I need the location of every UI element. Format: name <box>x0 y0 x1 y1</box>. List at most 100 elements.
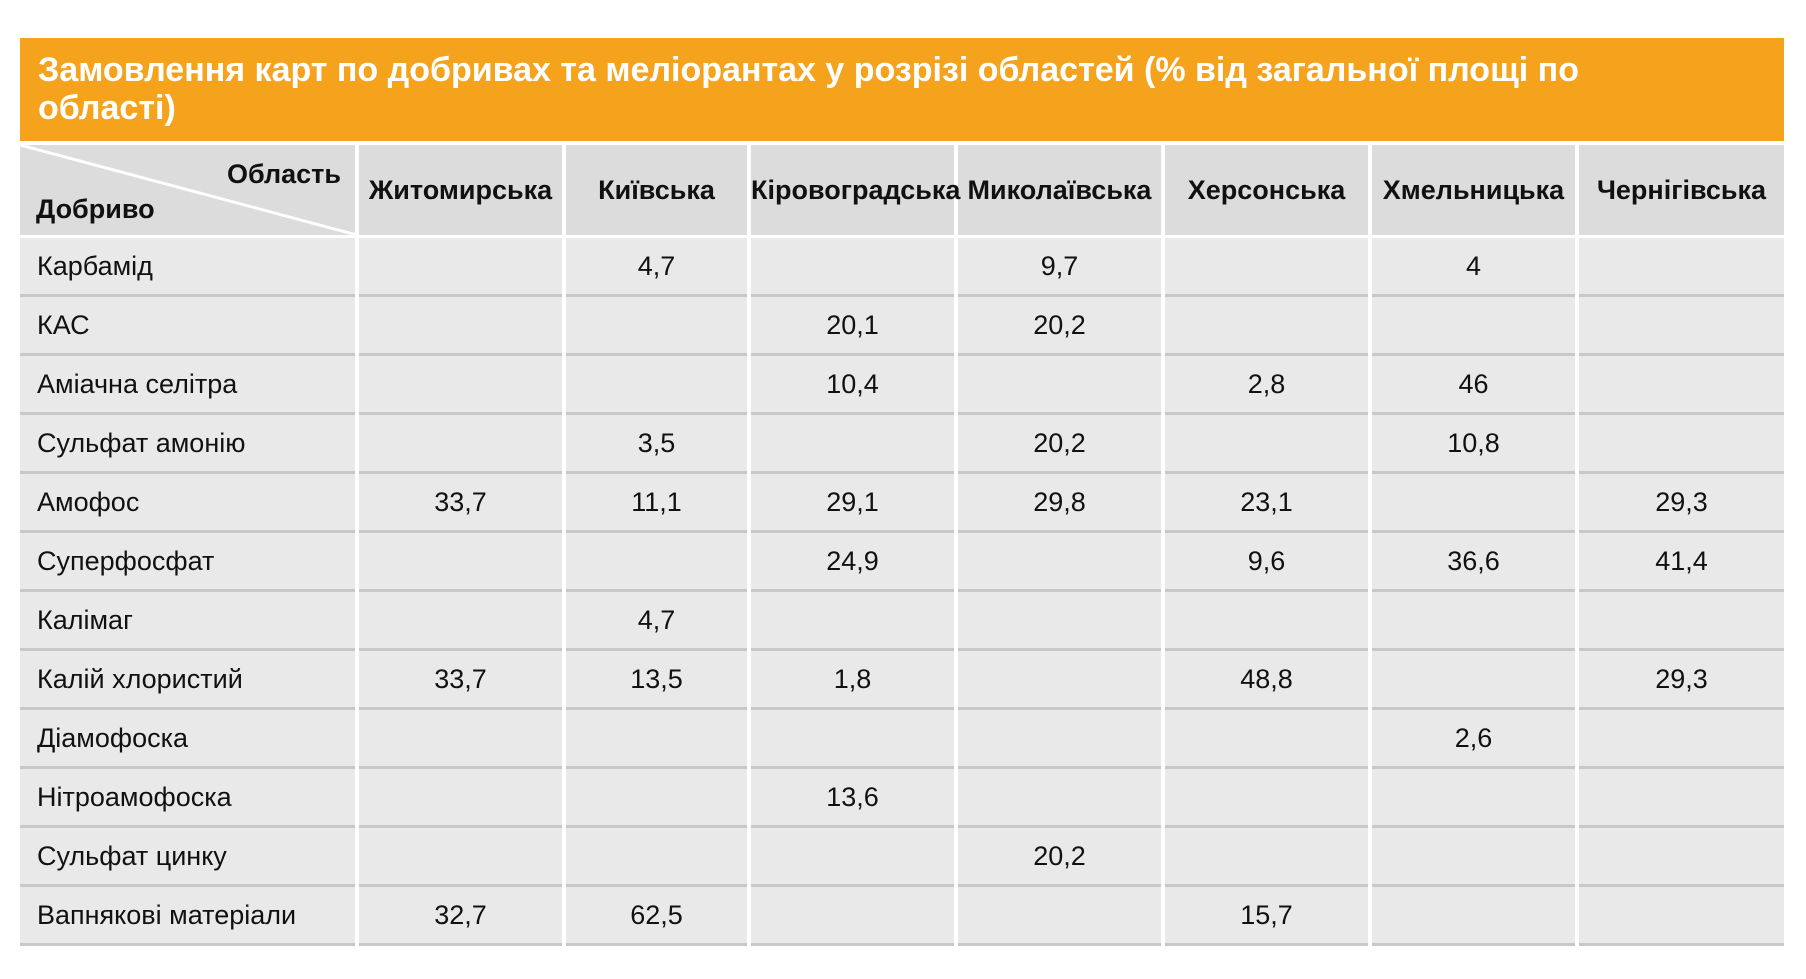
empty-cell <box>562 295 749 356</box>
empty-cell <box>747 885 956 946</box>
table-row: Калій хлористий 33,7 13,5 1,8 48,8 29,3 <box>20 649 1784 710</box>
table-panel: Замовлення карт по добривах та меліорант… <box>20 38 1784 946</box>
value-cell: 4,7 <box>562 236 749 297</box>
table-row: Вапнякові матеріали 32,7 62,5 15,7 <box>20 885 1784 946</box>
value-cell: 20,1 <box>747 295 956 356</box>
table-row: Карбамід 4,7 9,7 4 <box>20 236 1784 297</box>
empty-cell <box>1161 413 1370 474</box>
empty-cell <box>355 767 564 828</box>
empty-cell <box>1575 295 1784 356</box>
value-cell: 29,3 <box>1575 472 1784 533</box>
empty-cell <box>1575 767 1784 828</box>
value-cell: 36,6 <box>1368 531 1577 592</box>
table-row: Суперфосфат 24,9 9,6 36,6 41,4 <box>20 531 1784 592</box>
empty-cell <box>1575 354 1784 415</box>
empty-cell <box>954 531 1163 592</box>
empty-cell <box>355 708 564 769</box>
empty-cell <box>355 354 564 415</box>
empty-cell <box>954 354 1163 415</box>
empty-cell <box>1575 413 1784 474</box>
value-cell: 13,6 <box>747 767 956 828</box>
value-cell: 1,8 <box>747 649 956 710</box>
table-row: Амофос 33,7 11,1 29,1 29,8 23,1 29,3 <box>20 472 1784 533</box>
table-row: Сульфат амонію 3,5 20,2 10,8 <box>20 413 1784 474</box>
value-cell: 20,2 <box>954 295 1163 356</box>
value-cell: 9,6 <box>1161 531 1370 592</box>
empty-cell <box>1161 767 1370 828</box>
empty-cell <box>954 649 1163 710</box>
empty-cell <box>355 413 564 474</box>
empty-cell <box>954 590 1163 651</box>
value-cell: 33,7 <box>355 649 564 710</box>
value-cell: 2,8 <box>1161 354 1370 415</box>
column-header: Київська <box>562 145 749 238</box>
row-label: Аміачна селітра <box>20 354 357 415</box>
value-cell: 32,7 <box>355 885 564 946</box>
empty-cell <box>1368 649 1577 710</box>
empty-cell <box>954 708 1163 769</box>
empty-cell <box>1161 708 1370 769</box>
value-cell: 20,2 <box>954 826 1163 887</box>
corner-cell: Область Добриво <box>20 145 357 238</box>
empty-cell <box>747 708 956 769</box>
column-header: Херсонська <box>1161 145 1370 238</box>
value-cell: 20,2 <box>954 413 1163 474</box>
table: Область Добриво Житомирська Київська Кіров… <box>20 145 1784 946</box>
empty-cell <box>1368 295 1577 356</box>
value-cell: 62,5 <box>562 885 749 946</box>
row-axis-label: Добриво <box>36 194 155 224</box>
empty-cell <box>747 236 956 297</box>
table-row: КАС 20,1 20,2 <box>20 295 1784 356</box>
empty-cell <box>1161 236 1370 297</box>
empty-cell <box>1368 826 1577 887</box>
table-row: Сульфат цинку 20,2 <box>20 826 1784 887</box>
empty-cell <box>1161 295 1370 356</box>
table-row: Нітроамофоска 13,6 <box>20 767 1784 828</box>
value-cell: 3,5 <box>562 413 749 474</box>
empty-cell <box>954 885 1163 946</box>
value-cell: 29,8 <box>954 472 1163 533</box>
empty-cell <box>562 767 749 828</box>
value-cell: 4 <box>1368 236 1577 297</box>
row-label: Діамофоска <box>20 708 357 769</box>
empty-cell <box>355 531 564 592</box>
row-label: Амофос <box>20 472 357 533</box>
empty-cell <box>954 767 1163 828</box>
table-row: Діамофоска 2,6 <box>20 708 1784 769</box>
value-cell: 24,9 <box>747 531 956 592</box>
value-cell: 46 <box>1368 354 1577 415</box>
empty-cell <box>1575 590 1784 651</box>
row-label: Сульфат амонію <box>20 413 357 474</box>
column-header: Чернігівська <box>1575 145 1784 238</box>
empty-cell <box>562 354 749 415</box>
empty-cell <box>1368 590 1577 651</box>
empty-cell <box>1368 767 1577 828</box>
empty-cell <box>1575 236 1784 297</box>
empty-cell <box>747 590 956 651</box>
empty-cell <box>1575 708 1784 769</box>
row-label: Калімаг <box>20 590 357 651</box>
empty-cell <box>355 295 564 356</box>
empty-cell <box>355 236 564 297</box>
header-row: Область Добриво Житомирська Київська Кіров… <box>20 145 1784 238</box>
value-cell: 9,7 <box>954 236 1163 297</box>
empty-cell <box>562 826 749 887</box>
empty-cell <box>562 531 749 592</box>
value-cell: 10,8 <box>1368 413 1577 474</box>
column-axis-label: Область <box>226 159 341 189</box>
empty-cell <box>1575 885 1784 946</box>
value-cell: 29,1 <box>747 472 956 533</box>
empty-cell <box>1161 826 1370 887</box>
empty-cell <box>1368 472 1577 533</box>
title-bar: Замовлення карт по добривах та меліорант… <box>20 38 1784 141</box>
empty-cell <box>1161 590 1370 651</box>
row-label: Нітроамофоска <box>20 767 357 828</box>
column-header: Миколаївська <box>954 145 1163 238</box>
value-cell: 23,1 <box>1161 472 1370 533</box>
empty-cell <box>1368 885 1577 946</box>
value-cell: 41,4 <box>1575 531 1784 592</box>
column-header: Хмельницька <box>1368 145 1577 238</box>
row-label: КАС <box>20 295 357 356</box>
row-label: Суперфосфат <box>20 531 357 592</box>
